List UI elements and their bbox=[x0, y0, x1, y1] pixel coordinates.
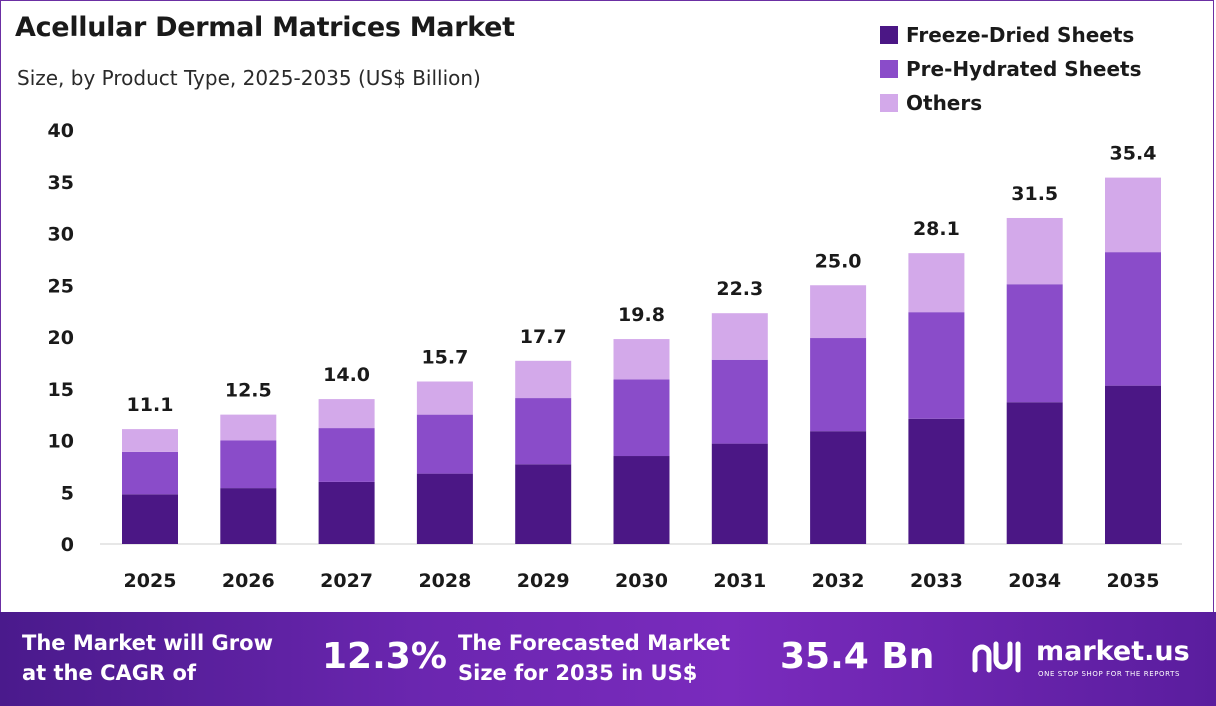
bar-segment-others bbox=[1105, 177, 1161, 253]
bar-segment-freeze-dried bbox=[1006, 402, 1063, 544]
bar-total-label: 17.7 bbox=[520, 326, 567, 348]
legend-label-others: Others bbox=[906, 91, 983, 115]
legend: Freeze-Dried Sheets Pre-Hydrated Sheets … bbox=[880, 18, 1141, 120]
y-tick-label: 35 bbox=[48, 172, 74, 194]
footer-banner: The Market will Grow at the CAGR of 12.3… bbox=[0, 612, 1216, 706]
bar-segment-pre-hydrated bbox=[613, 379, 670, 457]
bar-segment-others bbox=[1006, 217, 1063, 285]
bar-segment-pre-hydrated bbox=[711, 359, 768, 444]
bar-segment-others bbox=[318, 399, 375, 429]
bar-segment-others bbox=[416, 381, 473, 415]
bar-segment-pre-hydrated bbox=[908, 312, 965, 419]
chart-subtitle: Size, by Product Type, 2025-2035 (US$ Bi… bbox=[17, 66, 481, 90]
x-tick-label: 2031 bbox=[713, 570, 766, 592]
bar-segment-freeze-dried bbox=[1105, 385, 1161, 544]
bar-segment-freeze-dried bbox=[220, 488, 277, 544]
x-tick-label: 2035 bbox=[1107, 570, 1160, 592]
cagr-value: 12.3% bbox=[322, 636, 447, 677]
bar-segment-others bbox=[810, 285, 867, 339]
x-tick-label: 2026 bbox=[222, 570, 275, 592]
legend-item-freeze-dried: Freeze-Dried Sheets bbox=[880, 18, 1141, 52]
y-tick-label: 15 bbox=[48, 379, 74, 401]
y-tick-label: 40 bbox=[48, 120, 74, 142]
bar-segment-pre-hydrated bbox=[318, 428, 375, 482]
y-tick-label: 25 bbox=[48, 275, 74, 297]
bar-segment-freeze-dried bbox=[613, 456, 670, 544]
cagr-label: The Market will Grow at the CAGR of bbox=[22, 628, 273, 688]
bar-segment-freeze-dried bbox=[122, 494, 178, 544]
bar-total-label: 12.5 bbox=[225, 380, 272, 402]
x-tick-label: 2029 bbox=[517, 570, 570, 592]
bar-total-label: 15.7 bbox=[421, 347, 468, 369]
bar-segment-others bbox=[613, 339, 670, 380]
bar-total-label: 25.0 bbox=[815, 250, 862, 272]
legend-swatch-others bbox=[880, 94, 898, 112]
x-tick-label: 2028 bbox=[418, 570, 471, 592]
bar-total-label: 11.1 bbox=[127, 394, 174, 416]
bar-segment-freeze-dried bbox=[416, 473, 473, 544]
bar-total-label: 35.4 bbox=[1110, 143, 1157, 165]
bar-segment-others bbox=[908, 253, 965, 313]
y-tick-label: 30 bbox=[48, 224, 74, 246]
bar-segment-freeze-dried bbox=[515, 464, 572, 544]
x-tick-label: 2033 bbox=[910, 570, 963, 592]
bar-segment-others bbox=[122, 429, 178, 452]
bar-segment-pre-hydrated bbox=[416, 414, 473, 474]
bar-segment-pre-hydrated bbox=[122, 451, 178, 495]
y-tick-label: 20 bbox=[48, 327, 74, 349]
bar-total-label: 28.1 bbox=[913, 218, 960, 240]
x-tick-label: 2027 bbox=[320, 570, 373, 592]
legend-swatch-pre-hydrated bbox=[880, 60, 898, 78]
forecast-label-line2: Size for 2035 in US$ bbox=[458, 661, 698, 685]
bar-segment-freeze-dried bbox=[810, 431, 867, 544]
stacked-bar-chart: 051015202530354011.1202512.5202614.02027… bbox=[48, 120, 1182, 592]
legend-label-freeze-dried: Freeze-Dried Sheets bbox=[906, 23, 1135, 47]
bar-segment-pre-hydrated bbox=[515, 398, 572, 465]
legend-item-others: Others bbox=[880, 86, 1141, 120]
bar-total-label: 14.0 bbox=[323, 364, 370, 386]
x-tick-label: 2030 bbox=[615, 570, 668, 592]
market-us-logo-icon bbox=[972, 641, 1021, 673]
bar-total-label: 19.8 bbox=[618, 304, 665, 326]
y-tick-label: 5 bbox=[61, 482, 74, 504]
chart-title: Acellular Dermal Matrices Market bbox=[15, 12, 515, 43]
legend-item-pre-hydrated: Pre-Hydrated Sheets bbox=[880, 52, 1141, 86]
bar-segment-freeze-dried bbox=[711, 443, 768, 544]
forecast-value: 35.4 Bn bbox=[780, 636, 935, 677]
bar-segment-pre-hydrated bbox=[1105, 252, 1161, 386]
legend-label-pre-hydrated: Pre-Hydrated Sheets bbox=[906, 57, 1142, 81]
bar-segment-freeze-dried bbox=[908, 418, 965, 544]
legend-swatch-freeze-dried bbox=[880, 26, 898, 44]
bar-segment-pre-hydrated bbox=[1006, 284, 1063, 403]
y-tick-label: 10 bbox=[48, 431, 74, 453]
brand-tagline: ONE STOP SHOP FOR THE REPORTS bbox=[1038, 670, 1181, 678]
bar-segment-others bbox=[515, 360, 572, 399]
bar-segment-pre-hydrated bbox=[220, 440, 277, 489]
y-tick-label: 0 bbox=[61, 534, 74, 556]
forecast-label-line1: The Forecasted Market bbox=[458, 631, 731, 655]
x-tick-label: 2034 bbox=[1008, 570, 1061, 592]
bar-total-label: 31.5 bbox=[1011, 183, 1058, 205]
forecast-label: The Forecasted Market Size for 2035 in U… bbox=[458, 628, 730, 688]
x-tick-label: 2025 bbox=[124, 570, 177, 592]
bar-segment-freeze-dried bbox=[318, 481, 375, 544]
bar-segment-others bbox=[711, 313, 768, 360]
x-tick-label: 2032 bbox=[812, 570, 865, 592]
bar-segment-others bbox=[220, 414, 277, 441]
brand-name: market.us bbox=[1036, 636, 1190, 667]
bar-total-label: 22.3 bbox=[716, 278, 763, 300]
bar-segment-pre-hydrated bbox=[810, 338, 867, 432]
cagr-label-line2: at the CAGR of bbox=[22, 661, 197, 685]
cagr-label-line1: The Market will Grow bbox=[22, 631, 273, 655]
